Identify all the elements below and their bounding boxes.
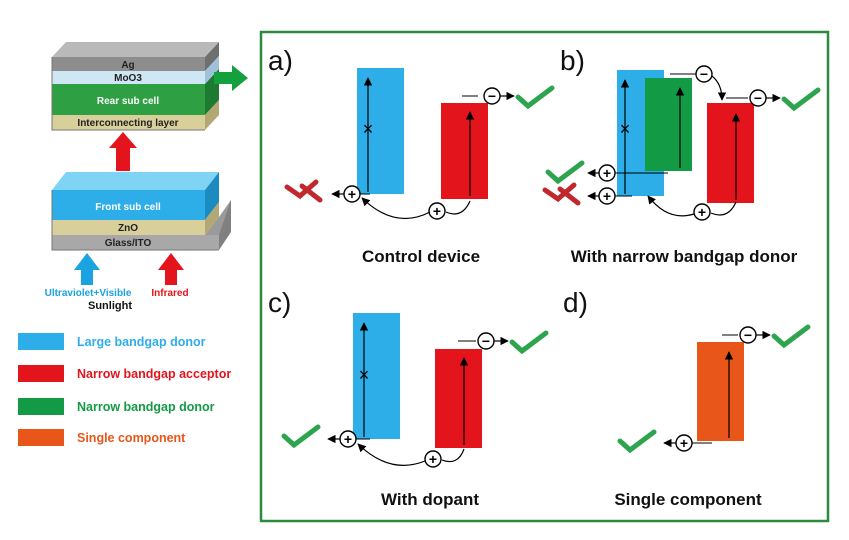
panel-a-electron-sign: − <box>488 88 496 104</box>
panel-b-hole-acceptor-sign: + <box>698 204 706 220</box>
legend-swatch-narrow-bandgap-acceptor <box>18 365 64 382</box>
panel-d-electron-check-icon <box>771 324 811 349</box>
panel-b-cross: × <box>620 119 631 139</box>
infrared-arrow <box>158 253 184 285</box>
panel-c: c) × − + + With dopant <box>268 287 549 509</box>
layer-glass-ito: Glass/ITO <box>105 238 152 249</box>
panel-c-hole-acceptor <box>424 450 442 468</box>
sunlight-label: Sunlight <box>88 300 132 312</box>
uv-visible-arrow <box>74 253 100 285</box>
panel-a-donor-bar <box>357 68 404 194</box>
panel-a-hole-donor-sign: + <box>348 186 356 202</box>
legend-label-narrow-bandgap-acceptor: Narrow bandgap acceptor <box>77 367 231 381</box>
panel-c-hole-check-icon <box>281 424 321 449</box>
panel-d-electron-sign: − <box>744 327 752 343</box>
legend-swatch-large-bandgap-donor <box>18 333 64 350</box>
panel-d-hole-check-icon <box>617 429 657 454</box>
panel-a: a) × − + + Control device <box>268 45 555 266</box>
panel-a-caption: Control device <box>362 247 480 266</box>
panel-c-hole-donor-sign: + <box>344 431 352 447</box>
panel-a-hole-acceptor-sign: + <box>433 203 441 219</box>
layer-zno: ZnO <box>118 223 138 234</box>
panel-a-acceptor-bar <box>441 103 488 199</box>
panel-b-electron-donor <box>695 65 713 83</box>
panel-b-electron-check-icon <box>781 87 821 112</box>
panel-c-electron-sign: − <box>482 333 490 349</box>
panel-c-letter: c) <box>268 287 291 318</box>
panel-a-electron-check-icon <box>515 85 555 110</box>
panel-d-caption: Single component <box>614 490 762 509</box>
panel-d-hole-sign: + <box>680 435 688 451</box>
panel-a-hole-fail-icon <box>284 179 323 203</box>
panel-b-hole-acceptor <box>693 203 711 221</box>
green-pointer-arrow <box>214 65 248 91</box>
front-stack: Front sub cell ZnO Glass/ITO <box>51 172 231 251</box>
panel-b-electron-sign: − <box>754 90 762 106</box>
panel-b-hole-narrow-donor-sign: + <box>603 165 611 181</box>
rear-stack: Ag MoO3 Rear sub cell Interconnecting la… <box>51 42 219 131</box>
panel-a-letter: a) <box>268 45 293 76</box>
panel-c-caption: With dopant <box>381 490 479 509</box>
panel-b: b) × − − + + + With narrow bandgap do <box>542 45 821 266</box>
panel-c-donor-bar <box>353 313 400 439</box>
layer-rear-sub-cell: Rear sub cell <box>97 96 159 107</box>
panel-b-acceptor-bar <box>707 103 754 203</box>
red-up-arrow <box>109 132 137 171</box>
legend-label-narrow-bandgap-donor: Narrow bandgap donor <box>77 400 215 414</box>
legend-swatch-narrow-bandgap-donor <box>18 398 64 415</box>
layer-ag: Ag <box>121 60 134 71</box>
panel-b-electron-donor-sign: − <box>700 66 708 82</box>
panel-b-hole-check-icon <box>545 160 585 185</box>
legend-label-single-component: Single component <box>77 431 186 445</box>
mechanism-panel <box>259 30 830 523</box>
panel-b-hole-donor-sign: + <box>603 188 611 204</box>
panel-d-letter: d) <box>563 287 588 318</box>
panel-b-narrow-donor-bar <box>645 78 692 171</box>
layer-front-sub-cell: Front sub cell <box>95 202 161 213</box>
uv-visible-label: Ultraviolet+Visible <box>45 288 132 299</box>
panel-c-electron-check-icon <box>509 330 549 355</box>
panel-c-acceptor-bar <box>435 349 482 448</box>
legend: Large bandgap donor Narrow bandgap accep… <box>18 333 231 446</box>
panel-b-caption: With narrow bandgap donor <box>571 247 798 266</box>
panel-c-cross: × <box>359 365 370 385</box>
panel-d: d) − + Single component <box>563 287 811 509</box>
panel-b-hole-fail-icon <box>542 182 581 206</box>
infrared-label: Infrared <box>151 288 188 299</box>
panel-a-hole-acceptor <box>428 202 446 220</box>
panel-d-single-component-bar <box>697 342 744 441</box>
layer-moo3: MoO3 <box>114 73 142 84</box>
legend-label-large-bandgap-donor: Large bandgap donor <box>77 335 206 349</box>
panel-c-hole-acceptor-sign: + <box>429 451 437 467</box>
panel-a-cross: × <box>363 119 374 139</box>
legend-swatch-single-component <box>18 429 64 446</box>
layer-interconnecting: Interconnecting layer <box>77 118 178 129</box>
panel-b-letter: b) <box>560 45 585 76</box>
